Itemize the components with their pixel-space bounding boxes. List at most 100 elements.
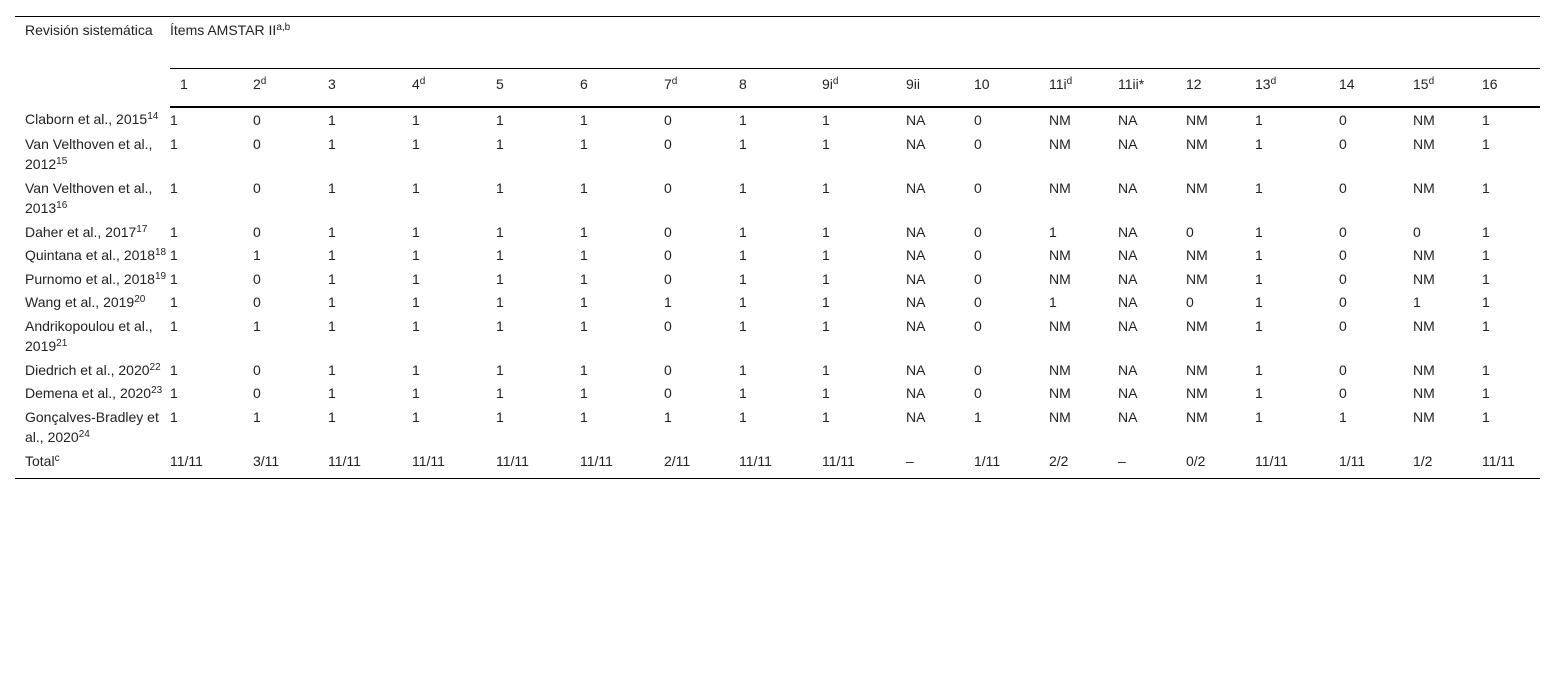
review-name: Claborn et al., 2015 — [25, 111, 148, 127]
cell: 1 — [1255, 223, 1263, 240]
cell: 1 — [580, 247, 588, 263]
cell: 0 — [664, 135, 672, 152]
column-label: 4 — [412, 76, 420, 92]
table-head: Revisión sistemática Ítems AMSTAR IIa,b … — [15, 16, 1541, 108]
cell: 0 — [974, 270, 982, 287]
cell: NA — [906, 270, 926, 287]
column-label: 9ii — [906, 76, 921, 92]
review-name: Wang et al., 2019 — [25, 294, 135, 310]
cell: 1 — [1339, 408, 1347, 425]
cell: 1 — [253, 247, 261, 263]
cell: 1 — [580, 223, 588, 240]
cell: 1 — [170, 112, 178, 128]
cell: 0 — [1339, 317, 1347, 334]
cell: NM — [1413, 385, 1435, 401]
cell: 0 — [974, 179, 982, 196]
group-header: Ítems AMSTAR IIa,b — [170, 16, 1541, 69]
cell: 1 — [328, 135, 336, 152]
data-row: Van Velthoven et al., 201215 1 0 1 1 1 1 0 1 1 NA 0… — [15, 132, 1540, 176]
column-label: 1 — [180, 76, 188, 92]
cell: 1 — [328, 112, 336, 128]
cell: 1 — [412, 179, 420, 196]
column-label: 6 — [580, 76, 588, 92]
column-label: 11ii* — [1118, 76, 1145, 92]
cell: NM — [1049, 361, 1071, 378]
cell: 11/11 — [822, 448, 906, 479]
cell: 1 — [739, 247, 747, 263]
column-header: 9ii — [906, 68, 974, 108]
cell: 1 — [580, 408, 588, 425]
column-label: 10 — [974, 76, 990, 92]
cell: NA — [906, 294, 926, 310]
review-name: Daher et al., 2017 — [25, 223, 137, 240]
column-label: 16 — [1482, 76, 1498, 92]
cell: 1 — [170, 317, 178, 334]
cell: 1 — [1482, 135, 1490, 152]
cell: 0 — [253, 270, 261, 287]
cell: NM — [1049, 112, 1071, 128]
row-header: Wang et al., 201920 — [15, 290, 170, 314]
cell: 1 — [328, 270, 336, 287]
cell: 2/11 — [664, 448, 739, 479]
reference-sup: c — [54, 452, 60, 464]
cell: 1 — [822, 112, 830, 128]
cell: 0 — [974, 112, 982, 128]
cell: 1 — [328, 361, 336, 378]
cell: 0 — [1339, 361, 1347, 378]
column-header: 14 — [1339, 68, 1413, 108]
cell: 1 — [496, 223, 504, 240]
cell: 0 — [664, 247, 672, 263]
reference-sup: 20 — [134, 294, 146, 305]
cell: 0 — [253, 294, 261, 310]
cell: 0 — [1339, 270, 1347, 287]
cell: NM — [1186, 408, 1208, 425]
cell: 1 — [822, 270, 830, 287]
cell: 1 — [170, 385, 178, 401]
cell: 1/2 — [1413, 448, 1482, 479]
cell: NM — [1049, 317, 1071, 334]
cell: 11/11 — [1255, 448, 1339, 479]
row-header: Andrikopoulou et al., 201921 — [15, 314, 170, 358]
cell: 1 — [580, 317, 588, 334]
cell: 1 — [496, 294, 504, 310]
row-header: Van Velthoven et al., 201215 — [15, 132, 170, 176]
column-label: 12 — [1186, 76, 1202, 92]
cell: 1 — [580, 179, 588, 196]
cell: NM — [1413, 317, 1435, 334]
cell: 0 — [664, 270, 672, 287]
cell: NM — [1413, 361, 1435, 378]
column-sup: d — [671, 76, 678, 87]
column-label: 2 — [253, 76, 261, 92]
column-sup: d — [260, 76, 267, 87]
column-label: 11i — [1049, 76, 1067, 92]
cell: NM — [1049, 179, 1071, 196]
cell: 1 — [664, 294, 672, 310]
cell: 1 — [496, 135, 504, 152]
row-header: Claborn et al., 201514 — [15, 107, 170, 132]
data-row: Andrikopoulou et al., 201921 1 1 1 1 1 1 0 1 1 NA 0… — [15, 314, 1540, 358]
cell: 1 — [739, 317, 747, 334]
cell: NA — [1118, 408, 1138, 425]
column-sup: d — [1066, 76, 1073, 87]
amstar-table: Revisión sistemática Ítems AMSTAR IIa,b … — [15, 16, 1541, 479]
row-header: Daher et al., 201717 — [15, 220, 170, 244]
cell: 1 — [496, 361, 504, 378]
column-label: 13 — [1255, 76, 1271, 92]
cell: 11/11 — [170, 448, 253, 479]
cell: NA — [1118, 385, 1138, 401]
cell: 1 — [496, 408, 504, 425]
cell: 1 — [822, 294, 830, 310]
cell: 1 — [170, 223, 178, 240]
cell: 0 — [1186, 223, 1194, 240]
cell: NA — [906, 179, 926, 196]
column-sup: d — [1270, 76, 1277, 87]
cell: 1 — [822, 135, 830, 152]
total-row: Totalc 11/11 3/11 11/11 11/11 11/11 11/11 2/11 1… — [15, 448, 1541, 479]
cell: NA — [906, 361, 926, 378]
cell: 0 — [253, 179, 261, 196]
cell: 1 — [1482, 223, 1490, 240]
cell: 1 — [739, 361, 747, 378]
cell: NM — [1049, 385, 1071, 401]
cell: – — [906, 448, 974, 479]
